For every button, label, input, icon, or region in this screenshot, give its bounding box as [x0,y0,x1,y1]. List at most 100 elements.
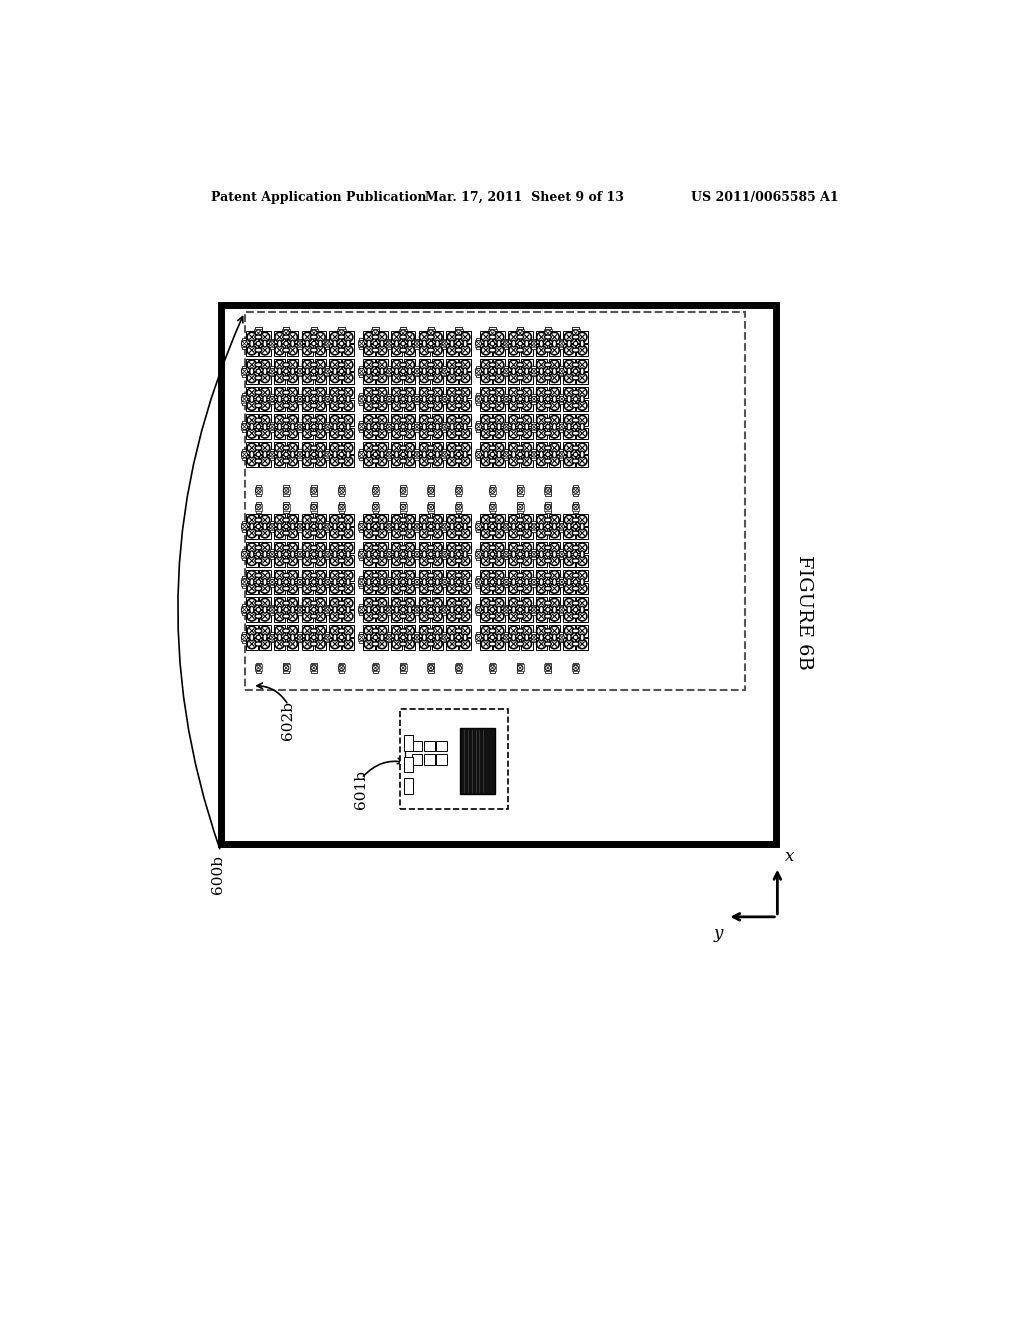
Circle shape [559,396,564,401]
Ellipse shape [455,348,462,352]
Text: y: y [714,924,724,941]
Bar [503,523,510,529]
Bar [403,428,416,440]
Bar [460,570,471,581]
Bar [364,527,375,539]
Circle shape [504,524,509,529]
Bar [428,502,433,512]
Bar [246,345,258,356]
Circle shape [531,552,537,557]
Bar [536,638,547,649]
Bar [494,570,505,581]
Ellipse shape [545,391,551,395]
Circle shape [522,374,531,383]
Circle shape [339,635,344,640]
Bar [259,400,270,412]
Bar [310,504,317,511]
Ellipse shape [310,614,317,618]
Circle shape [517,665,523,671]
Bar [460,582,471,594]
Bar [246,387,258,399]
Circle shape [522,360,531,370]
Ellipse shape [380,523,384,531]
Ellipse shape [255,545,262,549]
Bar [330,570,341,581]
Ellipse shape [291,523,295,531]
Bar [432,372,443,384]
Ellipse shape [310,432,317,436]
Bar [415,449,420,459]
Bar [372,487,379,494]
Circle shape [242,635,248,640]
Bar [536,582,547,594]
Bar [301,331,313,343]
Circle shape [447,639,457,648]
Ellipse shape [318,606,323,614]
Bar [442,577,447,587]
Circle shape [365,416,374,425]
Bar [549,442,560,454]
Bar [246,372,258,384]
Bar [259,455,270,467]
Ellipse shape [552,550,556,558]
Ellipse shape [552,341,556,347]
Ellipse shape [552,578,556,586]
Bar [297,449,302,459]
Circle shape [509,333,518,342]
Bar [330,638,341,649]
Bar [414,578,420,585]
Circle shape [537,543,546,553]
Circle shape [315,598,325,609]
Circle shape [550,639,559,648]
Ellipse shape [380,550,384,558]
Circle shape [429,370,433,374]
Bar [372,504,379,511]
Bar [297,605,302,615]
Ellipse shape [422,424,426,430]
Ellipse shape [463,424,467,430]
Bar [273,570,286,581]
Ellipse shape [310,348,317,352]
Circle shape [404,388,415,397]
Circle shape [550,333,559,342]
Circle shape [564,333,573,342]
Circle shape [420,416,429,425]
Circle shape [256,370,261,374]
Bar [521,543,532,553]
Ellipse shape [524,368,528,375]
Circle shape [537,598,546,609]
Circle shape [433,346,442,355]
Bar [460,331,471,343]
Bar [530,451,538,458]
Ellipse shape [380,578,384,586]
Circle shape [288,639,297,648]
Bar [549,543,560,553]
Circle shape [578,611,587,620]
Bar [273,372,286,384]
Bar [241,396,248,403]
Circle shape [400,579,406,585]
Bar [342,359,354,371]
Bar [489,502,496,512]
Ellipse shape [455,335,462,339]
Ellipse shape [484,578,488,586]
Circle shape [256,425,261,429]
Ellipse shape [463,634,467,642]
Ellipse shape [333,341,337,347]
Circle shape [365,639,374,648]
Circle shape [311,579,316,585]
Bar [241,550,248,558]
Bar [330,372,341,384]
Ellipse shape [517,517,523,521]
Ellipse shape [512,578,516,586]
Ellipse shape [338,418,345,422]
Bar [269,632,274,643]
Bar [259,387,270,399]
Bar [441,606,447,612]
Circle shape [302,360,312,370]
Circle shape [564,416,573,425]
Bar [446,527,458,539]
Circle shape [564,515,573,525]
Bar [476,366,481,378]
Ellipse shape [250,451,254,458]
